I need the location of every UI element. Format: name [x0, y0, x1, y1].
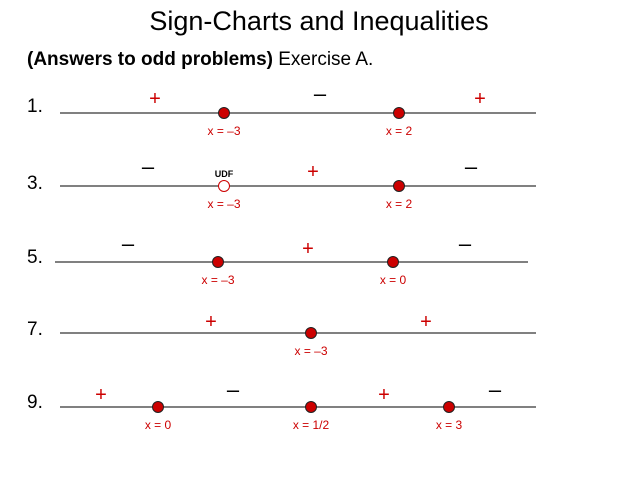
filled-point-5-2	[387, 256, 399, 268]
point-label-5-2: x = 0	[380, 273, 407, 287]
problem-number-3: 3.	[27, 173, 43, 194]
plus-sign-5-2: +	[302, 238, 314, 260]
page-title: Sign-Charts and Inequalities	[149, 6, 489, 36]
point-label-1-1: x = –3	[207, 124, 240, 138]
plus-sign-7-2: +	[420, 311, 432, 333]
problem-number-5: 5.	[27, 247, 43, 268]
filled-point-5-1	[212, 256, 224, 268]
filled-point-9-2	[305, 401, 317, 413]
problem-number-1: 1.	[27, 96, 43, 117]
plus-sign-9-1: +	[95, 384, 107, 406]
point-label-3-2: x = 2	[386, 197, 413, 211]
filled-point-1-2	[393, 107, 405, 119]
problem-number-7: 7.	[27, 319, 43, 340]
plus-sign-7-1: +	[205, 311, 217, 333]
minus-sign-1-2: –	[314, 81, 327, 106]
udf-label: UDF	[215, 169, 234, 179]
problem-number-9: 9.	[27, 392, 43, 413]
plus-sign-1-1: +	[149, 88, 161, 110]
minus-sign-3-1: –	[142, 154, 155, 179]
point-label-7-1: x = –3	[294, 344, 327, 358]
minus-sign-3-3: –	[465, 154, 478, 179]
minus-sign-9-2: –	[227, 377, 240, 402]
point-label-5-1: x = –3	[201, 273, 234, 287]
filled-point-9-1	[152, 401, 164, 413]
point-label-9-2: x = 1/2	[293, 418, 330, 432]
filled-point-3-2	[393, 180, 405, 192]
minus-sign-9-4: –	[489, 377, 502, 402]
filled-point-7-1	[305, 327, 317, 339]
point-label-9-1: x = 0	[145, 418, 172, 432]
plus-sign-1-3: +	[474, 88, 486, 110]
filled-point-9-3	[443, 401, 455, 413]
point-label-1-2: x = 2	[386, 124, 413, 138]
point-label-9-3: x = 3	[436, 418, 463, 432]
minus-sign-5-1: –	[122, 231, 135, 256]
point-label-3-1: x = –3	[207, 197, 240, 211]
open-point-3-1	[218, 180, 230, 192]
subtitle: (Answers to odd problems) Exercise A.	[27, 49, 373, 71]
plus-sign-3-2: +	[307, 161, 319, 183]
subtitle-normal: Exercise A.	[272, 49, 374, 70]
plus-sign-9-3: +	[378, 384, 390, 406]
minus-sign-5-3: –	[459, 231, 472, 256]
filled-point-1-1	[218, 107, 230, 119]
subtitle-bold: (Answers to odd problems)	[27, 49, 273, 70]
